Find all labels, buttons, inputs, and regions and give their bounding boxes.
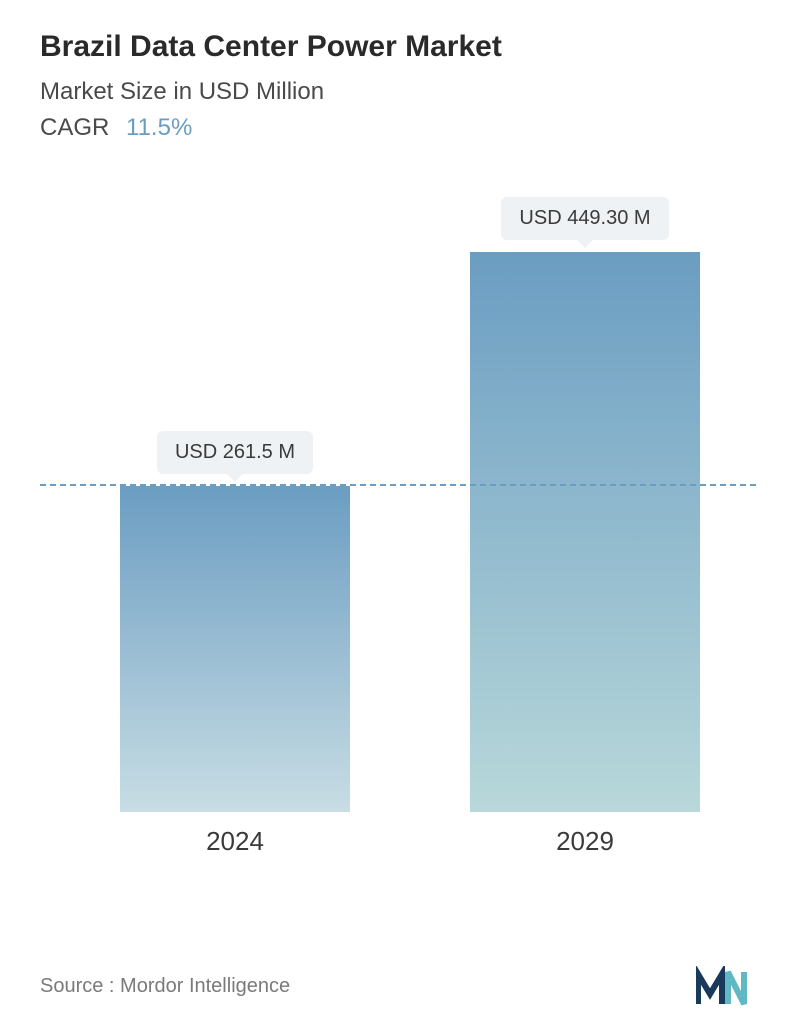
chart-subtitle: Market Size in USD Million	[40, 78, 756, 106]
cagr-value: 11.5%	[126, 114, 192, 141]
chart-area: USD 261.5 M USD 449.30 M 2024 2029	[40, 192, 756, 872]
year-label: 2029	[470, 826, 700, 857]
bar-group-2024: USD 261.5 M	[120, 431, 350, 812]
chart-footer: Source : Mordor Intelligence	[40, 966, 756, 1006]
brand-logo-icon	[696, 966, 756, 1006]
chart-container: Brazil Data Center Power Market Market S…	[0, 0, 796, 1034]
bar	[470, 252, 700, 812]
bar-group-2029: USD 449.30 M	[470, 197, 700, 812]
value-badge: USD 449.30 M	[501, 197, 668, 240]
source-text: Source : Mordor Intelligence	[40, 975, 290, 998]
bar	[120, 486, 350, 812]
reference-line	[40, 484, 756, 486]
value-badge: USD 261.5 M	[157, 431, 313, 474]
cagr-line: CAGR 11.5%	[40, 114, 756, 142]
chart-title: Brazil Data Center Power Market	[40, 30, 756, 64]
year-label: 2024	[120, 826, 350, 857]
cagr-label: CAGR	[40, 114, 109, 141]
